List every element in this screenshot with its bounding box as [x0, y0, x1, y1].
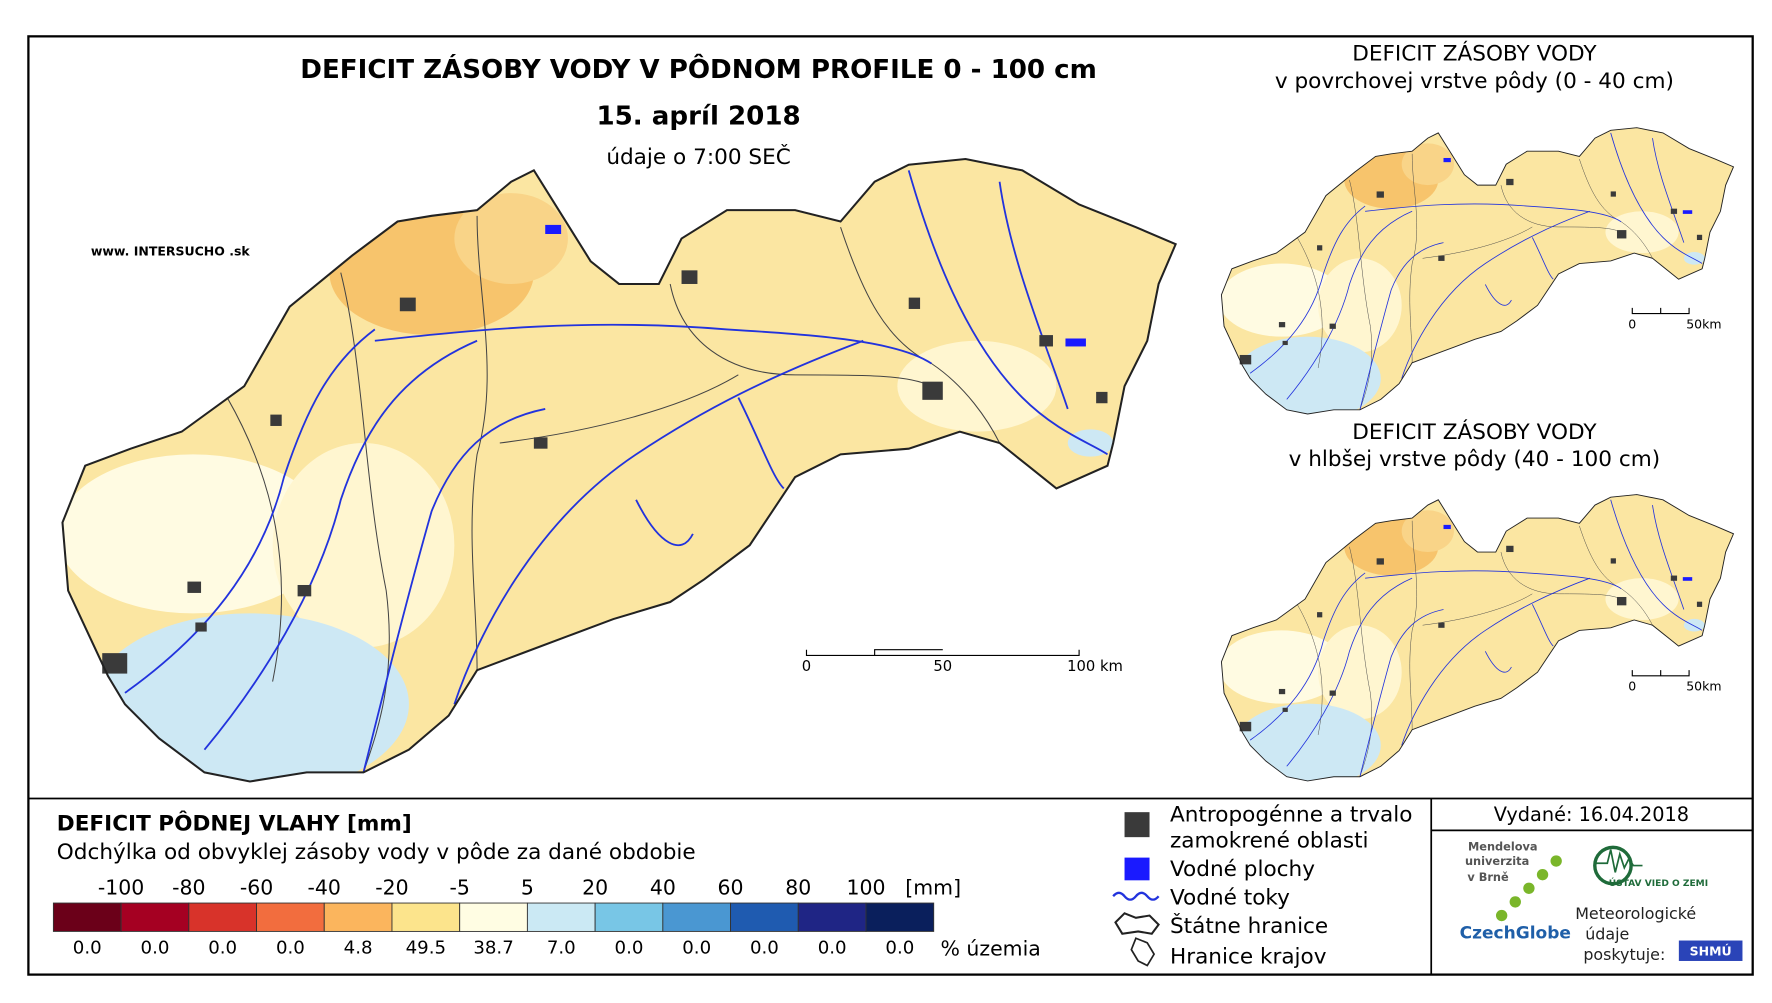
- logo-text: SHMÚ: [1690, 943, 1732, 958]
- share-label: 0.0: [750, 937, 779, 958]
- key-label: Hranice krajov: [1170, 945, 1327, 970]
- scale-bar: [805, 307, 1690, 677]
- provider-text: Meteorologické: [1575, 904, 1696, 923]
- logo-text: univerzita: [1465, 854, 1529, 868]
- color-box: [323, 902, 393, 932]
- class-label: -100: [98, 875, 144, 899]
- class-label: -40: [308, 875, 341, 899]
- class-label: 100: [846, 875, 885, 899]
- inset-title: DEFICIT ZÁSOBY VODY: [1352, 41, 1597, 67]
- map-title: DEFICIT ZÁSOBY VODY V PÔDNOM PROFILE 0 -…: [300, 53, 1097, 85]
- class-label: 80: [785, 875, 811, 899]
- logo-mark: [1678, 940, 1743, 961]
- color-box: [865, 902, 935, 932]
- class-label: -20: [375, 875, 408, 899]
- scale-label: 50km: [1686, 679, 1721, 694]
- key-symbol: [1114, 912, 1160, 935]
- color-scale: 0.0 0.0 0.0 0.0 4.8 49.5 38.7 7.0 0.0 0.0 0.0 0.0 0.…: [52, 875, 1041, 961]
- color-box: [526, 902, 596, 932]
- share-label: 49.5: [406, 937, 446, 958]
- share-label: 0.0: [885, 937, 914, 958]
- logo-dots: [1495, 855, 1562, 922]
- scale-label: 0: [1628, 679, 1636, 694]
- class-label: 5: [521, 875, 534, 899]
- share-label: 0.0: [73, 937, 102, 958]
- key-symbol: [1130, 937, 1156, 967]
- color-box: [594, 902, 664, 932]
- logo-text: v Brně: [1467, 870, 1509, 884]
- share-label: 0.0: [818, 937, 847, 958]
- share-label: 38.7: [473, 937, 513, 958]
- key-symbol: [1124, 812, 1150, 838]
- key-label: zamokrené oblasti: [1170, 829, 1369, 854]
- inset-subtitle: v povrchovej vrstve pôdy (0 - 40 cm): [1275, 69, 1674, 94]
- legend-title: DEFICIT PÔDNEJ VLAHY [mm]: [57, 811, 412, 837]
- share-label: 7.0: [547, 937, 576, 958]
- logo-text: ÚSTAV VIED O ZEMI: [1609, 877, 1708, 889]
- color-box: [391, 902, 461, 932]
- color-box: [256, 902, 325, 932]
- color-box: [459, 902, 528, 932]
- share-label: 0.0: [141, 937, 170, 958]
- key-label: Vodné plochy: [1170, 857, 1315, 882]
- logo-text: Mendelova: [1468, 839, 1538, 853]
- issued-date: Vydané: 16.04.2018: [1494, 803, 1689, 826]
- share-label: 0.0: [682, 937, 711, 958]
- color-box: [52, 902, 122, 932]
- share-label: 0.0: [208, 937, 237, 958]
- logo-mark: [1593, 845, 1633, 886]
- inset-title: DEFICIT ZÁSOBY VODY: [1352, 419, 1597, 445]
- class-label: -5: [449, 875, 469, 899]
- share-label: 0.0: [276, 937, 305, 958]
- key-symbol: [1112, 891, 1160, 901]
- color-box: [730, 902, 799, 932]
- provider-text: poskytuje:: [1583, 945, 1665, 964]
- legend-subtitle: Odchýlka od obvyklej zásoby vody v pôde …: [57, 840, 696, 865]
- class-label: 20: [582, 875, 608, 899]
- scale-label: 0: [802, 658, 811, 675]
- scale-label: 50km: [1686, 316, 1721, 331]
- share-label: 4.8: [344, 937, 373, 958]
- logo-mark: [1595, 849, 1643, 873]
- key-symbol: [1124, 857, 1150, 881]
- class-label: 60: [718, 875, 744, 899]
- time-note: údaje o 7:00 SEČ: [606, 144, 791, 170]
- share-label: 0.0: [615, 937, 644, 958]
- scale-label: 100 km: [1067, 658, 1123, 675]
- key-label: Vodné toky: [1170, 885, 1290, 910]
- color-box: [662, 902, 732, 932]
- unit-label: [mm]: [905, 875, 961, 899]
- key-label: Antropogénne a trvalo: [1170, 803, 1412, 828]
- class-label: -80: [172, 875, 205, 899]
- website: www. INTERSUCHO .sk: [91, 244, 251, 259]
- scale-label: 0: [1628, 316, 1636, 331]
- share-unit: % územia: [941, 937, 1041, 961]
- scale-label: 50: [933, 658, 952, 675]
- class-label: -60: [240, 875, 273, 899]
- class-label: 40: [650, 875, 676, 899]
- color-box: [120, 902, 190, 932]
- logo-text: CzechGlobe: [1460, 924, 1571, 944]
- inset-subtitle: v hlbšej vrstve pôdy (40 - 100 cm): [1289, 447, 1661, 472]
- color-box: [188, 902, 257, 932]
- key-label: Štátne hranice: [1170, 913, 1328, 939]
- map-date: 15. apríl 2018: [596, 101, 800, 131]
- provider-text: údaje: [1585, 924, 1629, 943]
- color-box: [797, 902, 867, 932]
